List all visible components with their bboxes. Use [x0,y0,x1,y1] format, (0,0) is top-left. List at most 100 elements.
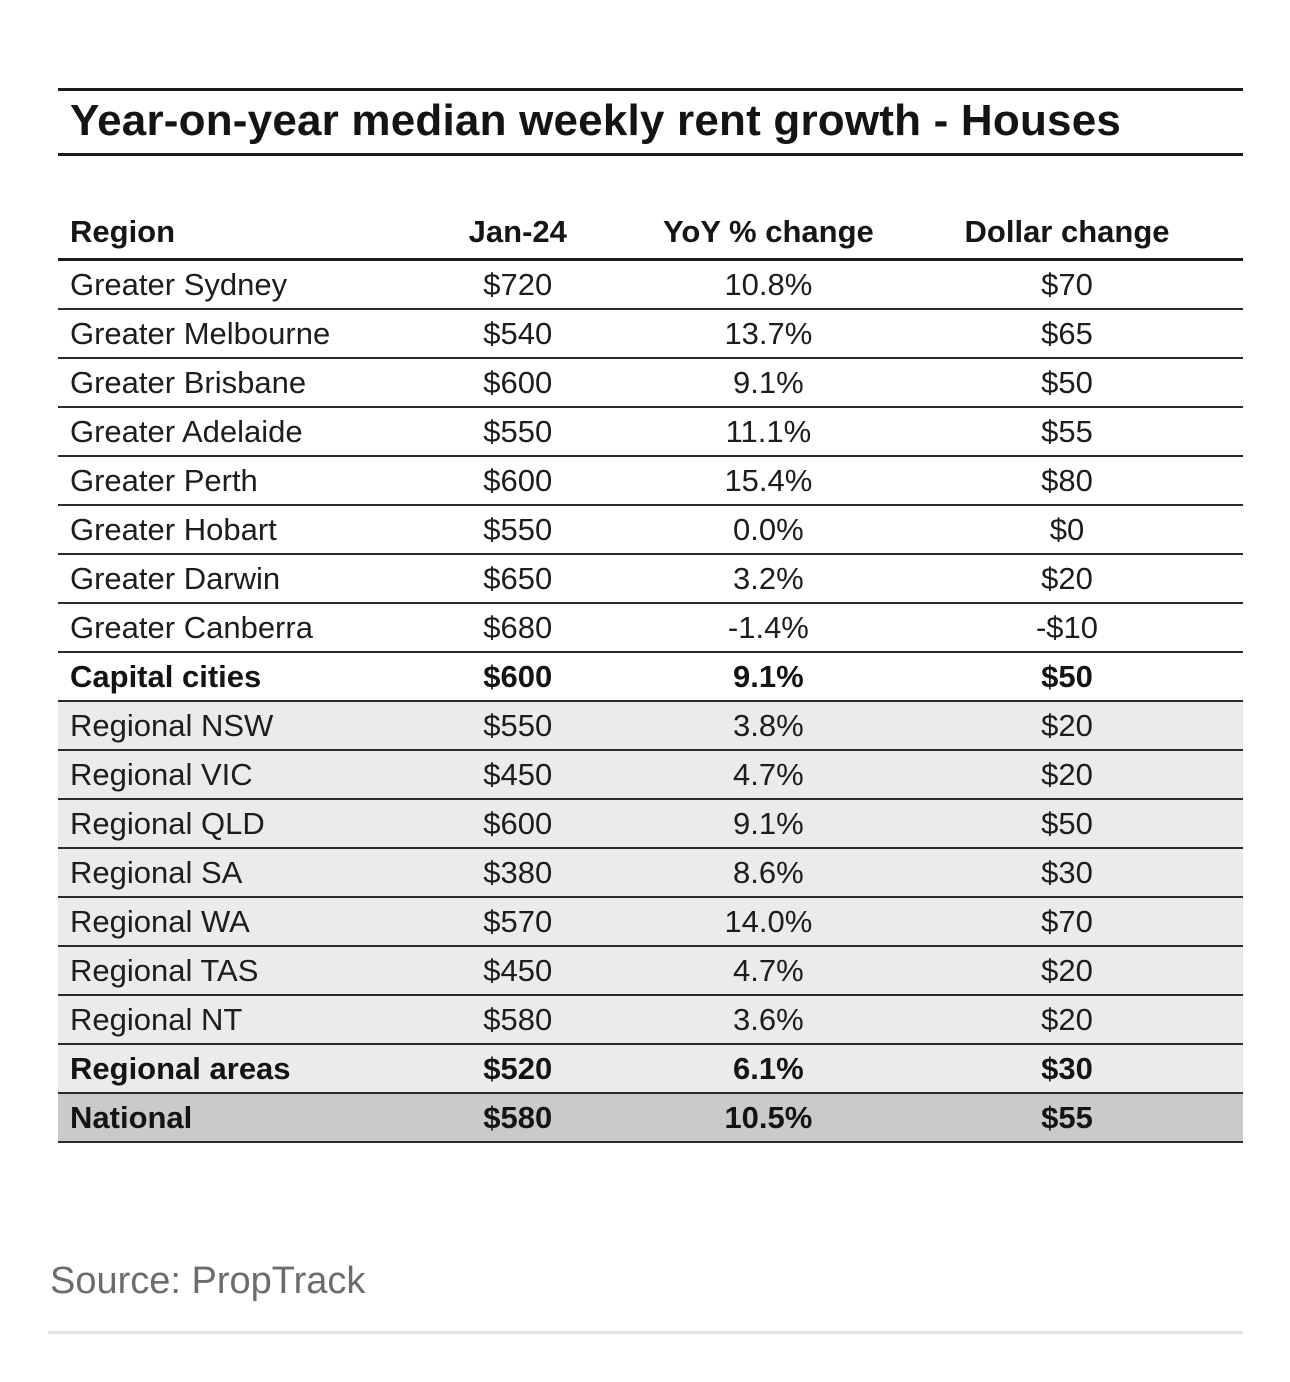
jan24-cell: $520 [389,1044,646,1094]
dollar-cell: $20 [891,995,1243,1045]
jan24-cell: $540 [389,309,646,359]
dollar-cell: $70 [891,897,1243,947]
region-cell: Regional VIC [58,750,390,800]
title-block: Year-on-year median weekly rent growth -… [58,88,1243,156]
yoy-cell: 14.0% [645,897,892,947]
column-header-yoy-change: YoY % change [645,210,892,261]
yoy-cell: 13.7% [645,309,892,359]
region-cell: Regional WA [58,897,390,947]
yoy-cell: 4.7% [645,750,892,800]
page-title: Year-on-year median weekly rent growth -… [70,96,1122,145]
region-cell: Greater Canberra [58,603,390,653]
table-row-regional-qld: Regional QLD $600 9.1% $50 [58,799,1243,849]
dollar-cell: $0 [891,505,1243,555]
yoy-cell: 0.0% [645,505,892,555]
dollar-cell: $50 [891,358,1243,408]
table-row-regional-nsw: Regional NSW $550 3.8% $20 [58,701,1243,751]
table-row-regional-nt: Regional NT $580 3.6% $20 [58,995,1243,1045]
region-cell: Regional QLD [58,799,390,849]
jan24-cell: $650 [389,554,646,604]
table-row-regional-areas-total: Regional areas $520 6.1% $30 [58,1044,1243,1094]
jan24-cell: $550 [389,407,646,457]
region-cell: Regional SA [58,848,390,898]
jan24-cell: $600 [389,358,646,408]
dollar-cell: $80 [891,456,1243,506]
jan24-cell: $600 [389,456,646,506]
table-row-greater-canberra: Greater Canberra $680 -1.4% -$10 [58,603,1243,653]
jan24-cell: $550 [389,505,646,555]
jan24-cell: $380 [389,848,646,898]
table-row-greater-adelaide: Greater Adelaide $550 11.1% $55 [58,407,1243,457]
region-cell: Greater Hobart [58,505,390,555]
region-cell: Regional TAS [58,946,390,996]
region-cell: Regional NT [58,995,390,1045]
dollar-cell: $50 [891,652,1243,702]
page: Year-on-year median weekly rent growth -… [48,88,1243,1334]
table-row-greater-hobart: Greater Hobart $550 0.0% $0 [58,505,1243,555]
table-row-regional-sa: Regional SA $380 8.6% $30 [58,848,1243,898]
dollar-cell: $20 [891,554,1243,604]
column-header-jan24: Jan-24 [389,210,646,261]
yoy-cell: 10.5% [645,1093,892,1143]
table-row-greater-brisbane: Greater Brisbane $600 9.1% $50 [58,358,1243,408]
table-row-greater-melbourne: Greater Melbourne $540 13.7% $65 [58,309,1243,359]
jan24-cell: $450 [389,946,646,996]
rent-growth-table: Region Jan-24 YoY % change Dollar change… [58,210,1243,1143]
jan24-cell: $550 [389,701,646,751]
jan24-cell: $680 [389,603,646,653]
yoy-cell: 4.7% [645,946,892,996]
table-row-regional-tas: Regional TAS $450 4.7% $20 [58,946,1243,996]
dollar-cell: $55 [891,407,1243,457]
yoy-cell: 3.2% [645,554,892,604]
region-cell: Greater Brisbane [58,358,390,408]
dollar-cell: $30 [891,1044,1243,1094]
yoy-cell: 15.4% [645,456,892,506]
jan24-cell: $450 [389,750,646,800]
jan24-cell: $600 [389,652,646,702]
region-cell: Greater Darwin [58,554,390,604]
table-header-row: Region Jan-24 YoY % change Dollar change [58,210,1243,261]
yoy-cell: 9.1% [645,358,892,408]
column-header-region: Region [58,210,390,261]
dollar-cell: $20 [891,750,1243,800]
table-row-greater-darwin: Greater Darwin $650 3.2% $20 [58,554,1243,604]
table-row-capital-cities-total: Capital cities $600 9.1% $50 [58,652,1243,702]
region-cell: Regional NSW [58,701,390,751]
column-header-dollar-change: Dollar change [891,210,1243,261]
region-cell: Greater Adelaide [58,407,390,457]
yoy-cell: 6.1% [645,1044,892,1094]
table-row-greater-perth: Greater Perth $600 15.4% $80 [58,456,1243,506]
yoy-cell: 8.6% [645,848,892,898]
jan24-cell: $720 [389,259,646,310]
dollar-cell: -$10 [891,603,1243,653]
yoy-cell: 10.8% [645,259,892,310]
dollar-cell: $20 [891,946,1243,996]
yoy-cell: 3.8% [645,701,892,751]
bottom-divider [48,1331,1243,1334]
region-cell: Capital cities [58,652,390,702]
yoy-cell: -1.4% [645,603,892,653]
dollar-cell: $55 [891,1093,1243,1143]
dollar-cell: $65 [891,309,1243,359]
jan24-cell: $580 [389,995,646,1045]
region-cell: Greater Perth [58,456,390,506]
jan24-cell: $600 [389,799,646,849]
yoy-cell: 3.6% [645,995,892,1045]
yoy-cell: 11.1% [645,407,892,457]
region-cell: Greater Melbourne [58,309,390,359]
region-cell: National [58,1093,390,1143]
yoy-cell: 9.1% [645,799,892,849]
jan24-cell: $580 [389,1093,646,1143]
table-row-regional-vic: Regional VIC $450 4.7% $20 [58,750,1243,800]
region-cell: Regional areas [58,1044,390,1094]
jan24-cell: $570 [389,897,646,947]
table-row-national-total: National $580 10.5% $55 [58,1093,1243,1143]
yoy-cell: 9.1% [645,652,892,702]
region-cell: Greater Sydney [58,259,390,310]
dollar-cell: $20 [891,701,1243,751]
table-row-greater-sydney: Greater Sydney $720 10.8% $70 [58,259,1243,310]
source-attribution: Source: PropTrack [50,1260,366,1302]
dollar-cell: $70 [891,259,1243,310]
dollar-cell: $30 [891,848,1243,898]
table-row-regional-wa: Regional WA $570 14.0% $70 [58,897,1243,947]
